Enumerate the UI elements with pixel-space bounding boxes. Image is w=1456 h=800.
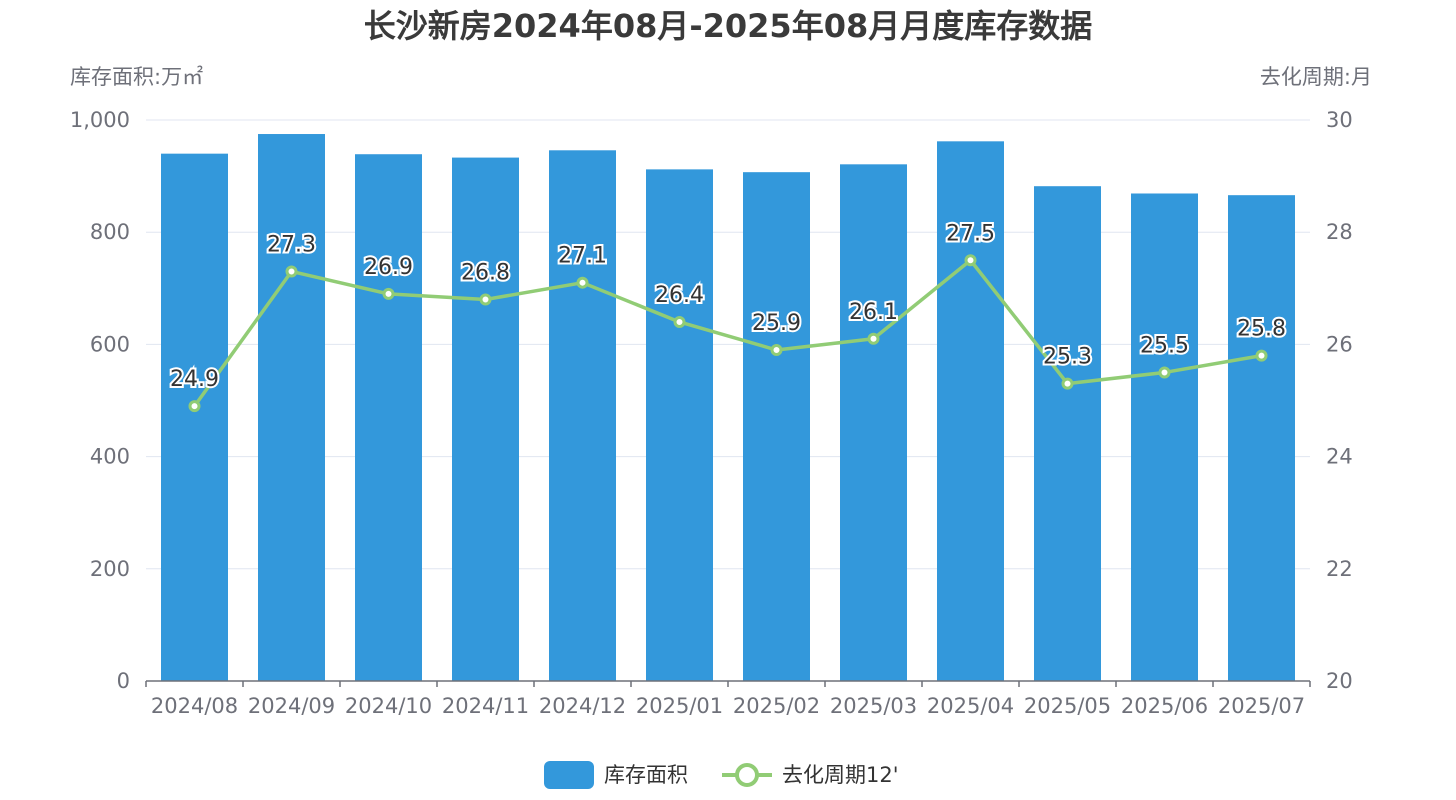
legend-bar-label: 库存面积 <box>604 763 688 787</box>
grid-lines <box>146 119 1310 570</box>
cycle-data-label: 26.9 <box>364 255 413 280</box>
cycle-point <box>479 293 492 306</box>
cycle-point <box>576 276 589 289</box>
cycle-data-label: 26.8 <box>461 261 510 286</box>
x-tick-label: 2025/07 <box>1218 694 1305 718</box>
left-tick-label: 200 <box>90 557 130 581</box>
left-tick-label: 0 <box>117 669 130 693</box>
left-axis-name: 库存面积:万㎡ <box>70 65 203 89</box>
bar-2025-05 <box>1034 186 1101 681</box>
left-tick-label: 1,000 <box>70 108 130 132</box>
x-tick-label: 2024/09 <box>248 694 335 718</box>
x-tick-label: 2025/04 <box>927 694 1014 718</box>
cycle-line <box>193 258 1262 408</box>
x-tick-label: 2024/12 <box>539 694 626 718</box>
legend-bar-swatch <box>544 761 594 789</box>
left-tick-label: 400 <box>90 445 130 469</box>
cycle-point <box>382 287 395 300</box>
bar-2025-06 <box>1131 193 1198 681</box>
cycle-point <box>1158 366 1171 379</box>
axes: 0 20 200 22 400 24 600 26 800 28 1,000 30 2024/08 202… <box>70 108 1353 718</box>
bar-2024-08 <box>161 153 228 681</box>
cycle-point <box>188 400 201 413</box>
right-tick-label: 20 <box>1326 669 1353 693</box>
legend-item-inventory[interactable]: 库存面积 <box>544 761 688 789</box>
cycle-point <box>673 315 686 328</box>
bar-2025-07 <box>1228 195 1295 681</box>
cycle-data-label: 25.9 <box>752 311 801 336</box>
bar-2025-04 <box>937 141 1004 681</box>
cycle-data-label: 25.3 <box>1043 345 1092 370</box>
legend-line-marker <box>735 763 759 787</box>
x-tick-label: 2024/10 <box>345 694 432 718</box>
chart-title: 长沙新房2024年08月-2025年08月月度库存数据 <box>364 7 1092 45</box>
bar-2024-12 <box>549 150 616 681</box>
cycle-point <box>867 332 880 345</box>
cycle-point <box>770 344 783 357</box>
bar-series <box>161 134 1295 682</box>
line-series: 24.9 27.3 26.9 26.8 27.1 26.4 25.9 26.1 27.5 25.3… <box>168 219 1288 413</box>
cycle-data-label: 27.3 <box>267 232 316 257</box>
cycle-data-label: 24.9 <box>170 367 219 392</box>
x-tick-label: 2024/08 <box>151 694 238 718</box>
right-tick-label: 24 <box>1326 445 1353 469</box>
bar-2024-09 <box>258 134 325 681</box>
right-tick-label: 22 <box>1326 557 1353 581</box>
legend-item-cycle[interactable]: 去化周期12' <box>722 763 899 787</box>
right-axis-name: 去化周期:月 <box>1260 65 1372 89</box>
cycle-data-label: 27.5 <box>946 221 995 246</box>
left-tick-label: 800 <box>90 220 130 244</box>
bar-2025-02 <box>743 172 810 681</box>
bar-2024-10 <box>355 154 422 681</box>
cycle-data-label: 25.5 <box>1140 333 1189 358</box>
x-tick-label: 2025/05 <box>1024 694 1111 718</box>
bar-2025-01 <box>646 169 713 682</box>
x-tick-label: 2025/01 <box>636 694 723 718</box>
right-tick-label: 28 <box>1326 220 1353 244</box>
cycle-data-label: 25.8 <box>1237 317 1286 342</box>
right-tick-label: 30 <box>1326 108 1353 132</box>
bar-2024-11 <box>452 157 519 681</box>
left-tick-label: 600 <box>90 332 130 356</box>
cycle-point <box>285 265 298 278</box>
x-tick-label: 2025/06 <box>1121 694 1208 718</box>
cycle-data-label: 27.1 <box>558 244 607 269</box>
legend[interactable]: 库存面积 去化周期12' <box>544 761 899 789</box>
cycle-data-label: 26.1 <box>849 300 898 325</box>
x-tick-label: 2024/11 <box>442 694 529 718</box>
bar-2025-03 <box>840 164 907 682</box>
cycle-data-label: 26.4 <box>655 283 704 308</box>
right-tick-label: 26 <box>1326 332 1353 356</box>
legend-line-label: 去化周期12' <box>782 763 899 787</box>
cycle-point <box>964 254 977 267</box>
cycle-point <box>1255 349 1268 362</box>
x-tick-label: 2025/03 <box>830 694 917 718</box>
x-tick-label: 2025/02 <box>733 694 820 718</box>
cycle-point <box>1061 377 1074 390</box>
